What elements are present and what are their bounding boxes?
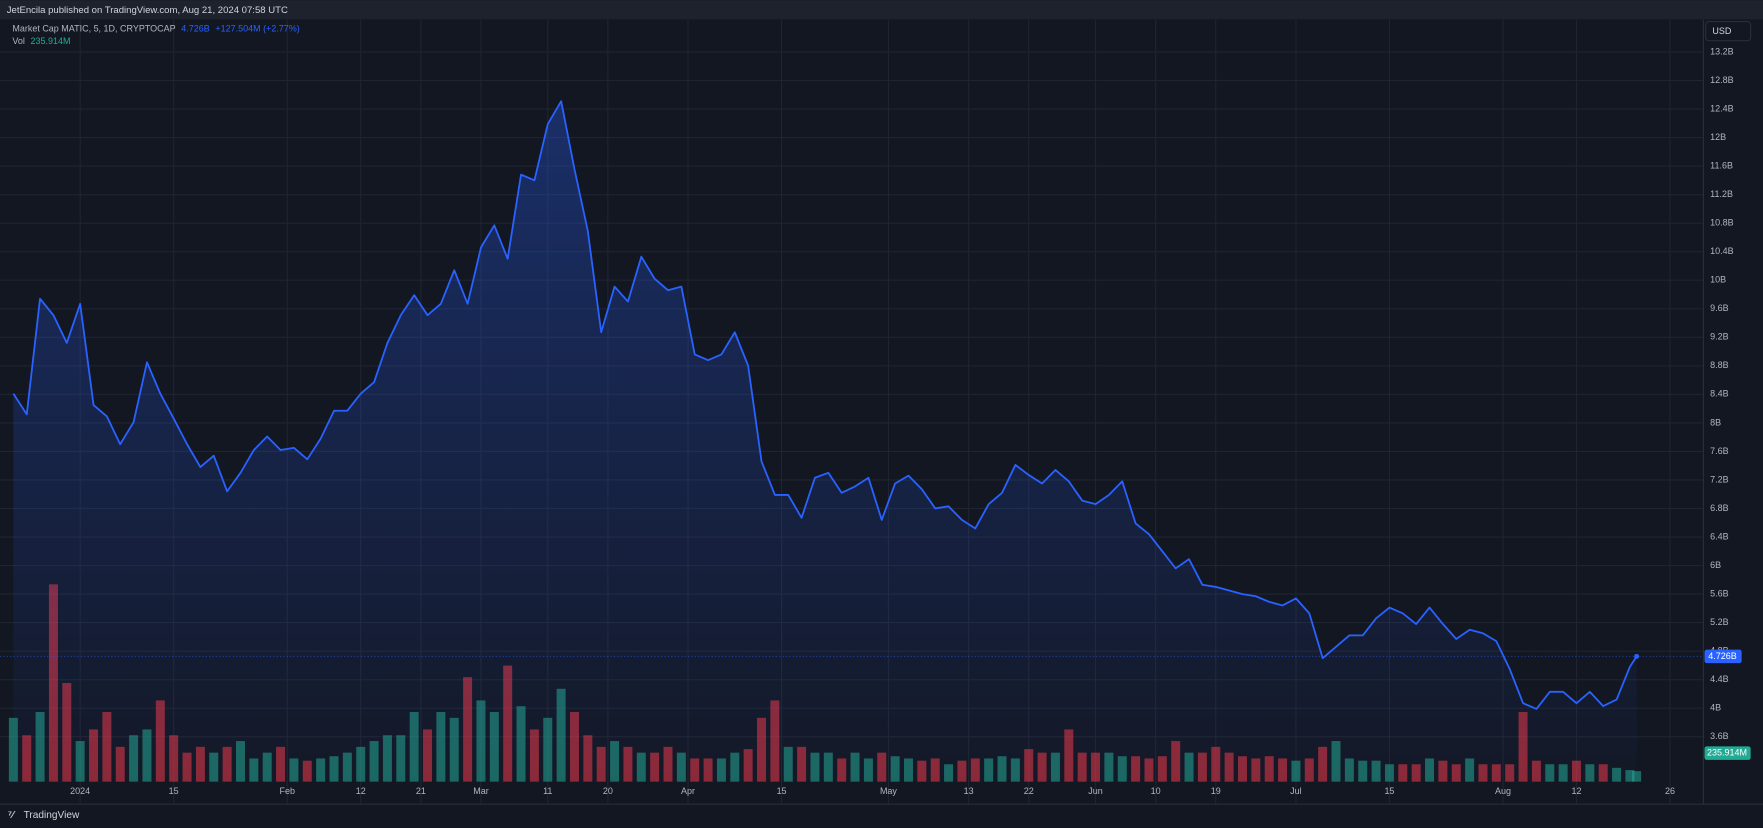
x-tick-label: 12 <box>356 786 366 796</box>
x-tick-label: 15 <box>169 786 179 796</box>
legend-volume: Vol 235.914M <box>12 36 70 46</box>
y-tick-label: 13.2B <box>1710 46 1733 56</box>
price-line <box>12 100 1638 710</box>
x-tick-label: 15 <box>1384 786 1394 796</box>
y-tick-label: 4.4B <box>1710 674 1728 684</box>
y-tick-label: 4B <box>1710 703 1721 713</box>
y-tick-label: 7.2B <box>1710 474 1728 484</box>
x-tick-label: 11 <box>543 786 552 796</box>
y-tick-label: 12.4B <box>1710 103 1733 113</box>
currency: USD <box>1712 26 1731 36</box>
y-tick-label: 3.6B <box>1710 731 1728 741</box>
currency-box[interactable] <box>1705 21 1752 42</box>
x-tick-label: Apr <box>681 786 695 796</box>
x-tick-label: Mar <box>473 786 488 796</box>
y-tick-label: 10B <box>1710 275 1726 285</box>
y-tick-label: 6B <box>1710 560 1721 570</box>
x-tick-label: 26 <box>1665 786 1675 796</box>
x-tick-label: 12 <box>1571 786 1581 796</box>
y-tick-label: 7.6B <box>1710 446 1728 456</box>
x-tick-label: May <box>880 786 897 796</box>
y-tick-label: 12.8B <box>1710 75 1733 85</box>
volume-value: 235.914M <box>30 36 70 46</box>
volume-name: Vol <box>12 36 24 46</box>
last-volume-label: 235.914M <box>1707 748 1747 758</box>
x-tick-label: 15 <box>777 786 787 796</box>
y-tick-label: 5.2B <box>1710 617 1728 627</box>
x-tick-label: 19 <box>1211 786 1221 796</box>
y-tick-label: 11.2B <box>1710 189 1733 199</box>
x-tick-label: 20 <box>603 786 613 796</box>
x-tick-label: Feb <box>279 786 294 796</box>
y-tick-label: 9.2B <box>1710 332 1728 342</box>
y-tick-label: 8B <box>1710 417 1721 427</box>
x-tick-label: 2024 <box>70 786 90 796</box>
series-name: Market Cap MATIC, 5, 1D, CRYPTOCAP <box>12 24 175 34</box>
x-tick-label: Aug <box>1495 786 1511 796</box>
last-price-label: 4.726B <box>1708 651 1736 661</box>
y-tick-label: 11.6B <box>1710 160 1733 170</box>
x-tick-label: Jul <box>1290 786 1302 796</box>
top-bar <box>0 0 1763 20</box>
volume-bar <box>8 717 18 782</box>
y-tick-label: 12B <box>1710 132 1726 142</box>
area-fill <box>13 101 1637 782</box>
x-tick-label: 22 <box>1024 786 1034 796</box>
legend-main: Market Cap MATIC, 5, 1D, CRYPTOCAP 4.726B… <box>12 24 299 34</box>
last-price-badge <box>1704 649 1742 664</box>
last-point <box>1634 653 1640 659</box>
last-volume-badge <box>1704 746 1751 760</box>
last-value: 4.726B <box>181 24 209 34</box>
footer: TradingView <box>24 810 80 821</box>
publish-note: JetEncila published on TradingView.com, … <box>7 5 288 16</box>
x-tick-label: Jun <box>1088 786 1103 796</box>
y-tick-label: 8.8B <box>1710 360 1728 370</box>
change: +127.504M (+2.77%) <box>215 24 299 34</box>
x-tick-label: 13 <box>964 786 974 796</box>
y-tick-label: 5.6B <box>1710 588 1728 598</box>
y-tick-label: 6.8B <box>1710 503 1728 513</box>
y-tick-label: 8.4B <box>1710 389 1728 399</box>
x-tick-label: 21 <box>416 786 426 796</box>
y-tick-label: 9.6B <box>1710 303 1728 313</box>
y-tick-label: 10.4B <box>1710 246 1733 256</box>
footer-logo: ⁷⁄ <box>8 810 16 821</box>
plot-area: 2024 15 Feb 12 21 Mar 11 20 Apr 15 May 13 22 Jun 10 19 J… <box>0 19 1734 805</box>
y-tick-label: 10.8B <box>1710 218 1733 228</box>
y-tick-label: 6.4B <box>1710 531 1728 541</box>
x-tick-label: 10 <box>1151 786 1161 796</box>
